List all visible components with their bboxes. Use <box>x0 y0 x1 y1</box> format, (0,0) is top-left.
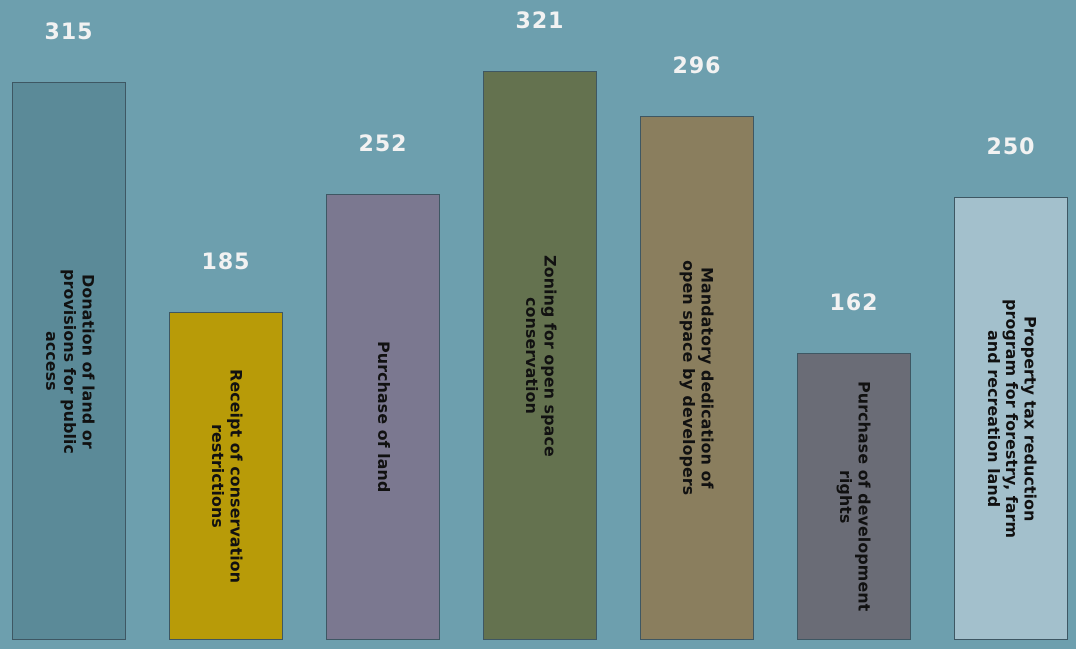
category-label: Mandatory dedication of open space by de… <box>679 260 717 496</box>
value-label: 321 <box>515 9 565 35</box>
category-label: Receipt of conservation restrictions <box>208 369 246 584</box>
category-label: Purchase of development rights <box>836 381 874 612</box>
bar: Receipt of conservation restrictions <box>169 312 283 640</box>
bar: Donation of land or provisions for publi… <box>12 82 126 640</box>
value-label: 315 <box>44 20 94 45</box>
bar: Purchase of development rights <box>797 353 911 640</box>
value-label: 185 <box>201 250 251 276</box>
bar: Property tax reduction program for fores… <box>954 197 1068 640</box>
category-label: Purchase of land <box>374 341 394 493</box>
bar: Mandatory dedication of open space by de… <box>640 115 754 640</box>
value-label: 250 <box>986 135 1036 161</box>
value-label: 162 <box>829 291 879 317</box>
value-label: 296 <box>672 53 722 79</box>
category-label: Property tax reduction program for fores… <box>983 299 1040 539</box>
category-label: Zoning for open space conservation <box>522 254 560 457</box>
bar: Purchase of land <box>326 193 440 640</box>
value-label: 252 <box>358 131 408 157</box>
category-label: Donation of land or provisions for publi… <box>41 268 98 454</box>
bar: Zoning for open space conservation <box>483 71 597 640</box>
